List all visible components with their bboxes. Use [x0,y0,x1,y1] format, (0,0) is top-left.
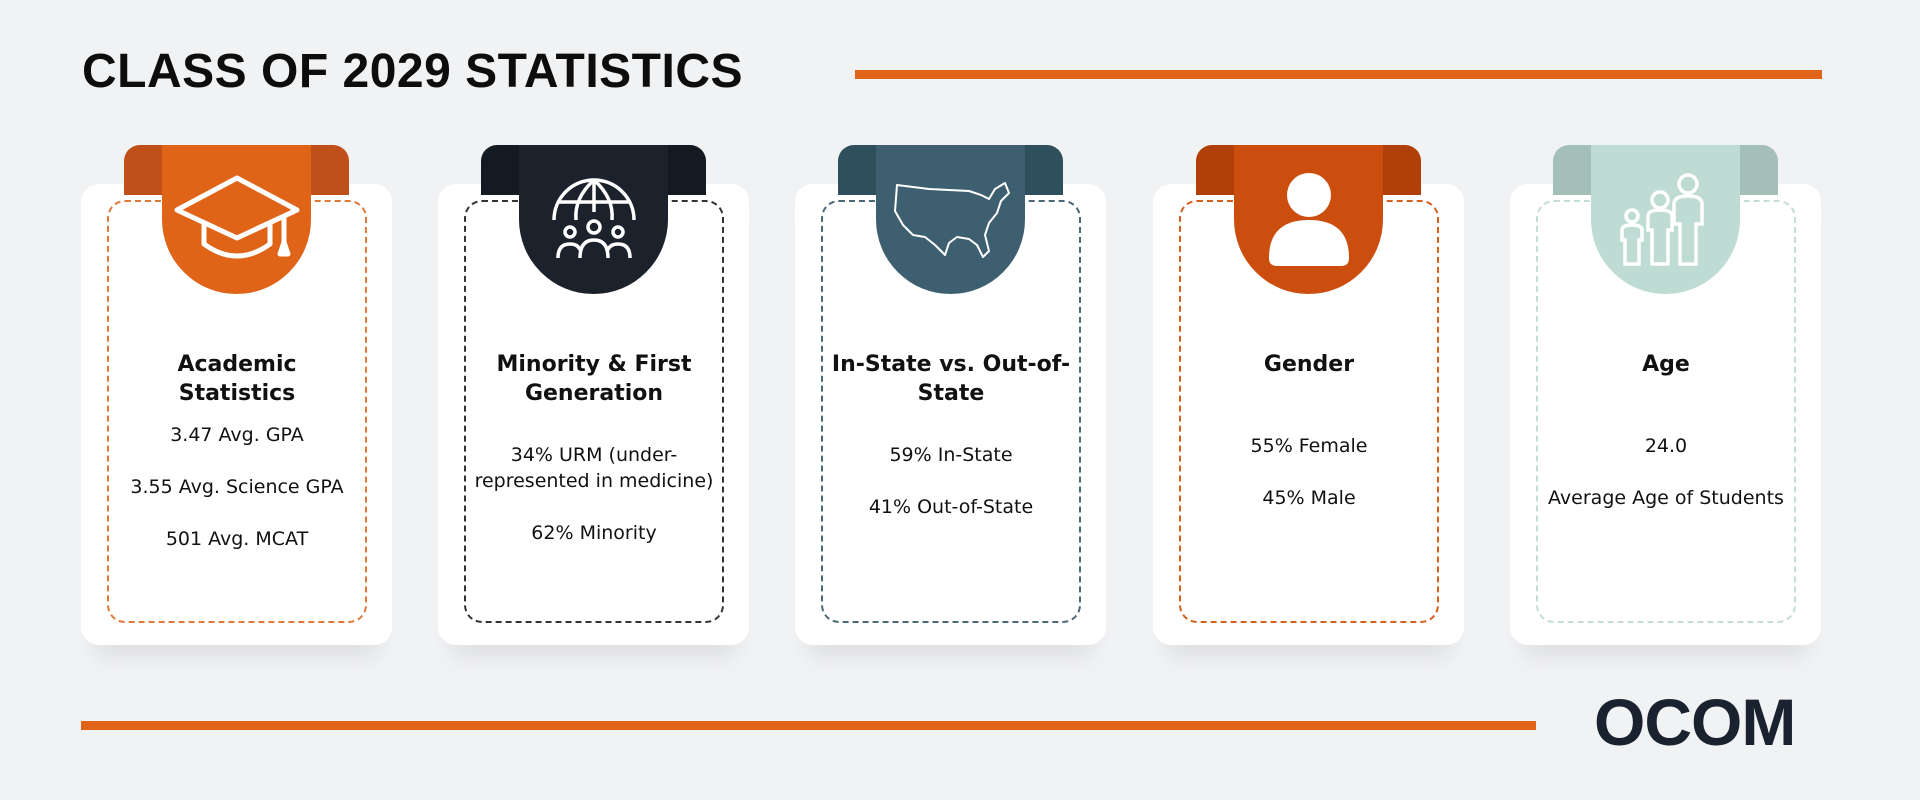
stat-card: Age 24.0 Average Age of Students [1510,145,1821,645]
card-title: Age [1642,352,1690,377]
card-line: 3.55 Avg. Science GPA [130,476,344,498]
card-line: 34% URM (under-represented in medicine) [474,444,714,492]
page-title: CLASS OF 2029 STATISTICS [82,45,744,98]
card-line: Average Age of Students [1548,487,1784,509]
card-line: 62% Minority [531,522,657,544]
card-line: 3.47 Avg. GPA [170,424,304,446]
card-title: Gender [1263,352,1355,377]
card-badge [519,145,668,294]
card-line: 45% Male [1262,487,1356,509]
globe-people-icon [551,177,636,258]
family-icon [1619,172,1704,266]
card-title: Academic Statistics [177,352,297,406]
grad-cap-icon [174,175,299,258]
logo: OCOM [1594,685,1796,759]
card-line: 55% Female [1250,435,1368,457]
card-title: Minority & First Generation [496,352,692,406]
stat-card: Minority & First Generation 34% URM (und… [438,145,749,645]
card-badge [1591,145,1740,294]
card-line: 59% In-State [889,444,1013,466]
stat-card: Gender 55% Female 45% Male [1153,145,1464,645]
card-badge [876,145,1025,294]
stat-card: Academic Statistics 3.47 Avg. GPA 3.55 A… [81,145,392,645]
card-line: 24.0 [1644,435,1688,457]
card-line: 501 Avg. MCAT [165,528,309,550]
us-map-icon [893,181,1010,258]
card-title: In-State vs. Out-of-State [831,352,1071,406]
card-line: 41% Out-of-State [868,496,1034,518]
person-icon [1268,172,1349,266]
footer-rule [81,721,1536,730]
stat-card: In-State vs. Out-of-State 59% In-State 4… [795,145,1106,645]
header-rule [855,70,1822,79]
card-badge [1234,145,1383,294]
card-badge [162,145,311,294]
